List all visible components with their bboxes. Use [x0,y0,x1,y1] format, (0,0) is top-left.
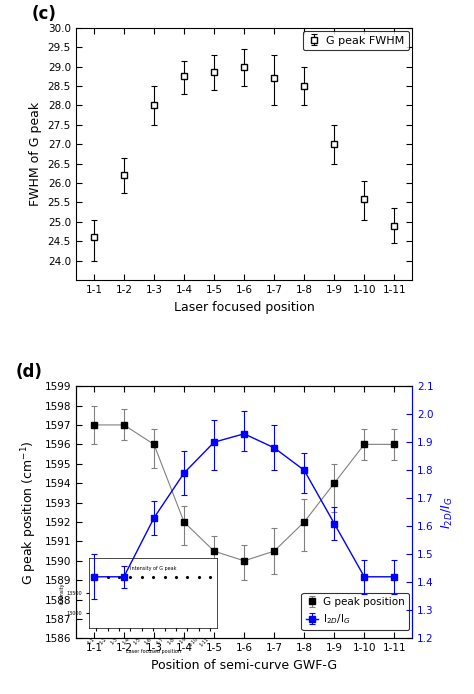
Y-axis label: G peak position (cm$^{-1}$): G peak position (cm$^{-1}$) [19,440,39,584]
Text: (c): (c) [32,5,57,23]
X-axis label: Laser focused position: Laser focused position [174,301,314,314]
Legend: G peak FWHM: G peak FWHM [303,31,409,50]
Text: (d): (d) [15,363,42,381]
Y-axis label: FWHM of G peak: FWHM of G peak [29,102,42,206]
Legend: G peak position, I$_{2D}$/I$_G$: G peak position, I$_{2D}$/I$_G$ [301,593,409,630]
Y-axis label: $I_{2D}/I_G$: $I_{2D}/I_G$ [439,496,455,529]
X-axis label: Position of semi-curve GWF-G: Position of semi-curve GWF-G [151,659,337,672]
